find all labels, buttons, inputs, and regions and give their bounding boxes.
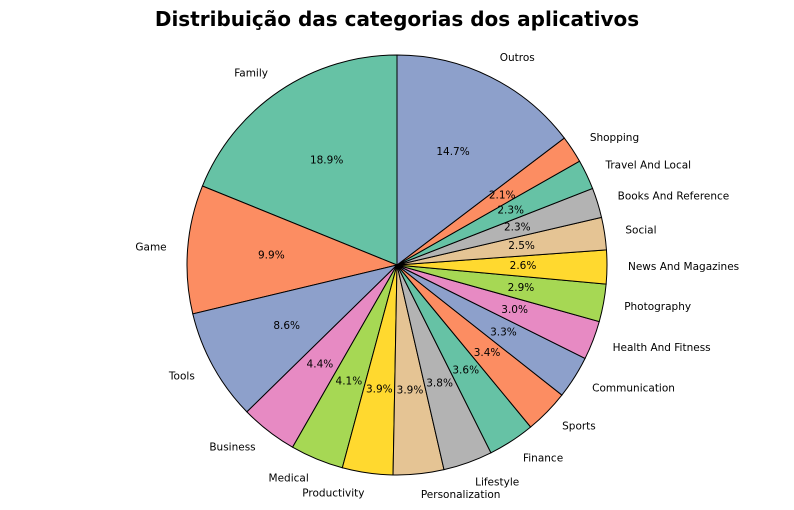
category-label-health-and-fitness: Health And Fitness	[613, 342, 711, 354]
category-label-photography: Photography	[624, 301, 691, 313]
category-label-family: Family	[234, 67, 268, 79]
pct-label-family: 18.9%	[310, 154, 343, 166]
category-label-productivity: Productivity	[302, 488, 364, 500]
pct-label-finance: 3.6%	[452, 365, 479, 377]
pie-slice-outros	[396, 54, 566, 267]
category-label-news-and-magazines: News And Magazines	[628, 261, 739, 273]
pct-label-game: 9.9%	[258, 250, 285, 262]
pct-label-photography: 2.9%	[508, 282, 535, 294]
pie-slices	[186, 54, 608, 476]
category-label-sports: Sports	[562, 421, 596, 433]
category-label-personalization: Personalization	[421, 489, 501, 501]
category-label-game: Game	[135, 242, 166, 254]
chart-title: Distribuição das categorias dos aplicati…	[155, 7, 639, 31]
pct-label-productivity: 3.9%	[366, 384, 393, 396]
category-label-business: Business	[209, 442, 255, 454]
pct-label-sports: 3.4%	[474, 347, 501, 359]
category-label-communication: Communication	[592, 383, 675, 395]
category-label-travel-and-local: Travel And Local	[604, 160, 691, 172]
category-label-social: Social	[625, 224, 656, 236]
pie-slice-game	[186, 185, 399, 315]
category-label-lifestyle: Lifestyle	[475, 476, 519, 488]
category-label-books-and-reference: Books And Reference	[618, 191, 730, 203]
pct-label-business: 4.4%	[307, 359, 334, 371]
pct-label-health-and-fitness: 3.0%	[501, 304, 528, 316]
pct-label-tools: 8.6%	[273, 320, 300, 332]
category-label-shopping: Shopping	[590, 132, 639, 144]
pct-label-outros: 14.7%	[436, 146, 469, 158]
pct-label-social: 2.5%	[508, 240, 535, 252]
pct-label-medical: 4.1%	[336, 375, 363, 387]
pct-label-lifestyle: 3.8%	[426, 378, 453, 390]
pct-label-news-and-magazines: 2.6%	[510, 260, 537, 272]
pct-label-books-and-reference: 2.3%	[504, 222, 531, 234]
pie-slice-tools	[192, 264, 399, 413]
category-label-tools: Tools	[168, 371, 195, 383]
category-label-finance: Finance	[523, 453, 563, 465]
pct-label-communication: 3.3%	[490, 326, 517, 338]
pct-label-travel-and-local: 2.3%	[497, 205, 524, 217]
pie-slice-family	[201, 54, 398, 266]
pct-label-personalization: 3.9%	[397, 384, 424, 396]
pct-label-shopping: 2.1%	[489, 190, 516, 202]
pie-labels: 18.9% Family 9.9% Game 8.6% Tools 4.4% Business…	[135, 52, 739, 501]
category-label-medical: Medical	[269, 472, 309, 484]
category-label-outros: Outros	[500, 52, 535, 64]
